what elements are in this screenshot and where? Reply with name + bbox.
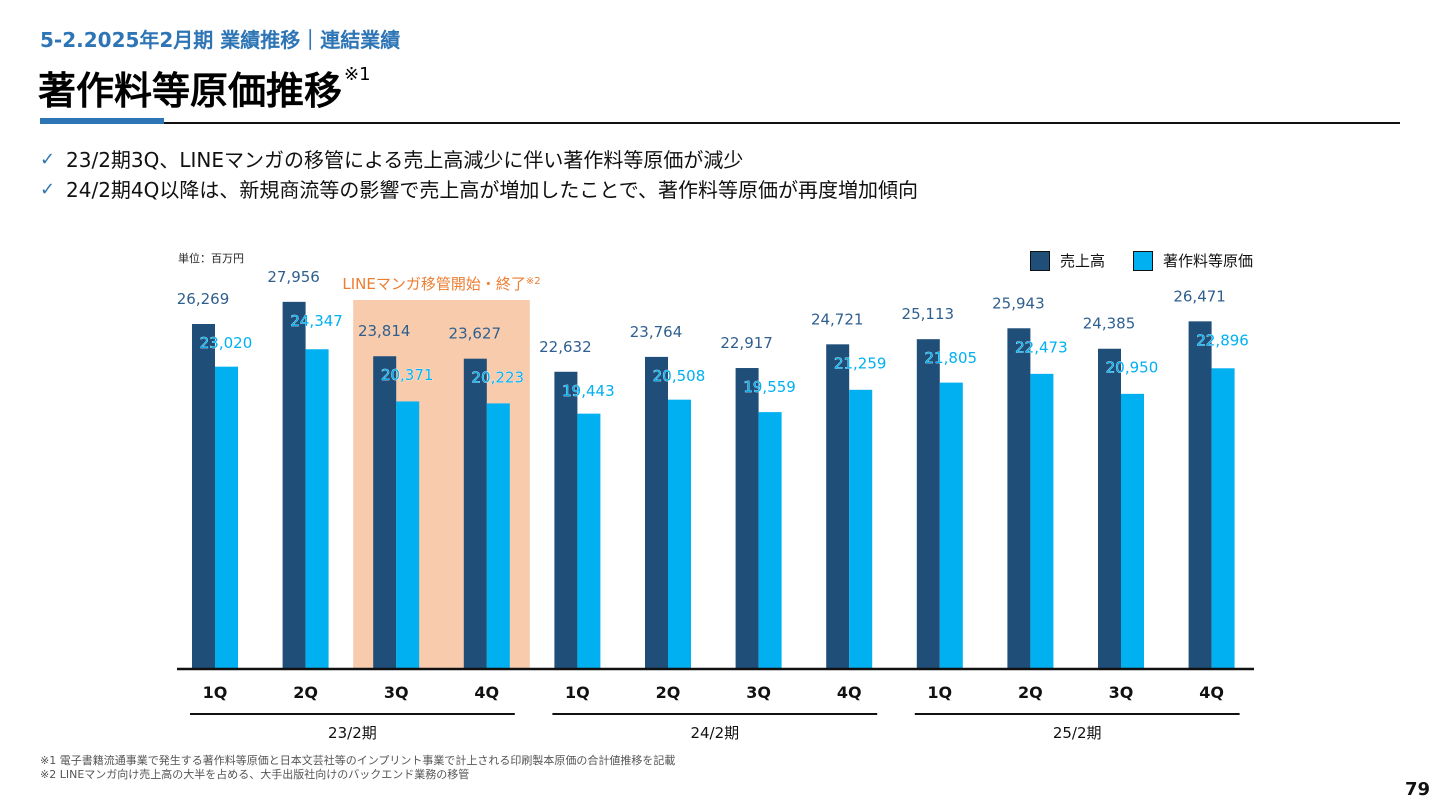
bar-revenue <box>1188 321 1212 669</box>
footnote-1: ※1 電子書籍流通事業で発生する著作料等原価と日本文芸社等のインプリント事業で計… <box>40 754 676 767</box>
bar-revenue <box>1007 328 1031 669</box>
data-label-royalty-cost: 22,473 <box>1015 338 1068 356</box>
x-tick-label: 1Q <box>565 683 590 702</box>
data-label-royalty-cost: 24,347 <box>290 312 343 330</box>
data-label-royalty-cost: 19,443 <box>562 382 615 400</box>
highlight-note: ※2 <box>526 276 541 287</box>
unit-label: 単位：百万円 <box>178 252 244 265</box>
data-label-royalty-cost: 22,896 <box>1196 331 1249 349</box>
x-tick-label: 1Q <box>203 683 228 702</box>
page-number: 79 <box>1404 779 1430 800</box>
data-label-royalty-cost: 20,950 <box>1106 359 1159 377</box>
bullet-text: 23/2期3Q、LINEマンガの移管による売上高減少に伴い著作料等原価が減少 <box>66 148 744 172</box>
period-label: 25/2期 <box>1053 724 1102 742</box>
section-title: 5-2.2025年2月期 業績推移｜連結業績 <box>40 28 401 52</box>
data-label-revenue: 23,627 <box>449 325 502 343</box>
x-tick-label: 4Q <box>1199 683 1224 702</box>
legend-label-royalty-cost: 著作料等原価 <box>1163 252 1254 270</box>
data-label-revenue: 23,814 <box>358 322 411 340</box>
page-title-note: ※1 <box>344 64 371 85</box>
x-tick-label: 2Q <box>1018 683 1043 702</box>
title-divider-accent <box>40 118 164 124</box>
legend-item-revenue: 売上高 <box>1030 250 1105 271</box>
bar-royalty-cost <box>1121 393 1144 669</box>
bar-royalty-cost <box>1211 368 1235 669</box>
bar-royalty-cost <box>849 389 873 669</box>
legend-swatch-revenue <box>1030 250 1050 271</box>
data-label-revenue: 25,943 <box>992 294 1045 312</box>
bar-revenue <box>463 358 487 669</box>
bar-revenue <box>1098 348 1121 669</box>
data-label-royalty-cost: 19,559 <box>743 378 796 396</box>
page-title: 著作料等原価推移 ※1 <box>38 60 371 115</box>
bullet-item: ✓ 24/2期4Q以降は、新規商流等の影響で売上高が増加したことで、著作料等原価… <box>40 175 918 205</box>
x-tick-label: 4Q <box>474 683 499 702</box>
legend-label-revenue: 売上高 <box>1060 252 1106 270</box>
bar-revenue <box>645 356 668 669</box>
x-tick-label: 3Q <box>746 683 771 702</box>
bar-royalty-cost <box>305 349 329 669</box>
data-label-revenue: 24,721 <box>811 310 864 328</box>
bar-royalty-cost <box>396 401 420 669</box>
period-label: 23/2期 <box>328 724 377 742</box>
x-tick-label: 3Q <box>1109 683 1134 702</box>
bar-royalty-cost <box>758 412 782 669</box>
data-label-royalty-cost: 20,508 <box>653 367 706 385</box>
x-tick-label: 2Q <box>293 683 318 702</box>
x-tick-label: 3Q <box>384 683 409 702</box>
legend-swatch-royalty-cost <box>1133 250 1154 271</box>
bar-royalty-cost <box>668 399 691 669</box>
data-label-royalty-cost: 21,259 <box>834 354 887 372</box>
data-label-revenue: 23,764 <box>630 323 683 341</box>
x-tick-label: 1Q <box>927 683 952 702</box>
title-divider <box>40 122 1400 124</box>
data-label-royalty-cost: 21,805 <box>925 349 978 367</box>
bullet-list: ✓ 23/2期3Q、LINEマンガの移管による売上高減少に伴い著作料等原価が減少… <box>40 145 918 205</box>
bar-royalty-cost <box>215 366 238 669</box>
highlight-label: LINEマンガ移管開始・終了※2 <box>342 275 540 293</box>
data-label-revenue: 27,956 <box>267 268 320 286</box>
footnotes: ※1 電子書籍流通事業で発生する著作料等原価と日本文芸社等のインプリント事業で計… <box>40 754 675 782</box>
bar-revenue <box>735 368 759 669</box>
bullet-item: ✓ 23/2期3Q、LINEマンガの移管による売上高減少に伴い著作料等原価が減少 <box>40 145 918 175</box>
bar-revenue <box>192 324 215 669</box>
bar-revenue <box>826 344 850 669</box>
bar-revenue <box>282 301 306 669</box>
data-label-royalty-cost: 20,371 <box>381 366 434 384</box>
bar-revenue <box>373 356 397 669</box>
bar-royalty-cost <box>486 403 510 669</box>
bar-revenue <box>916 339 940 669</box>
data-label-revenue: 24,385 <box>1083 315 1136 333</box>
data-label-revenue: 22,917 <box>720 334 773 352</box>
footnote-2: ※2 LINEマンガ向け売上高の大半を占める、大手出版社向けのバックエンド業務の… <box>40 768 470 781</box>
data-label-royalty-cost: 23,020 <box>200 334 253 352</box>
bar-royalty-cost <box>939 382 963 669</box>
x-tick-label: 2Q <box>656 683 681 702</box>
check-icon: ✓ <box>40 149 56 170</box>
data-label-royalty-cost: 20,223 <box>472 369 525 387</box>
x-tick-label: 4Q <box>837 683 862 702</box>
bar-royalty-cost <box>577 413 601 669</box>
chart-legend: 売上高 著作料等原価 <box>1030 250 1281 271</box>
bar-revenue <box>554 371 578 669</box>
bar-royalty-cost <box>1030 373 1054 669</box>
data-label-revenue: 26,471 <box>1173 287 1226 305</box>
data-label-revenue: 26,269 <box>177 290 230 308</box>
page-title-text: 著作料等原価推移 <box>38 69 343 113</box>
data-label-revenue: 25,113 <box>902 305 955 323</box>
check-icon: ✓ <box>40 179 56 200</box>
legend-item-royalty-cost: 著作料等原価 <box>1133 250 1253 271</box>
bullet-text: 24/2期4Q以降は、新規商流等の影響で売上高が増加したことで、著作料等原価が再… <box>66 178 918 202</box>
data-label-revenue: 22,632 <box>539 338 592 356</box>
period-label: 24/2期 <box>690 724 739 742</box>
